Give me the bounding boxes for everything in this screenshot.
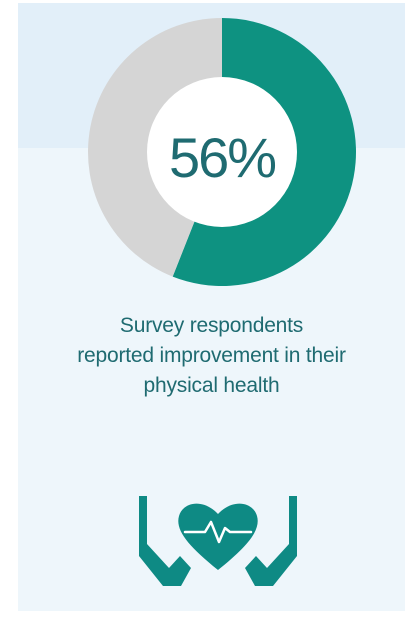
stat-caption: Survey respondents reported improvement … [18,311,405,401]
caption-line-1: Survey respondents [119,314,304,337]
caption-line-2: reported improvement in their [77,344,346,367]
right-hand-icon [245,496,297,586]
donut-value-label: 56% [169,126,275,189]
caption-line-3: physical health [143,374,280,397]
pulse-line-icon [183,520,253,544]
hands-holding-heart-icon [139,496,297,586]
left-hand-icon [139,496,191,586]
donut-center [147,77,297,227]
